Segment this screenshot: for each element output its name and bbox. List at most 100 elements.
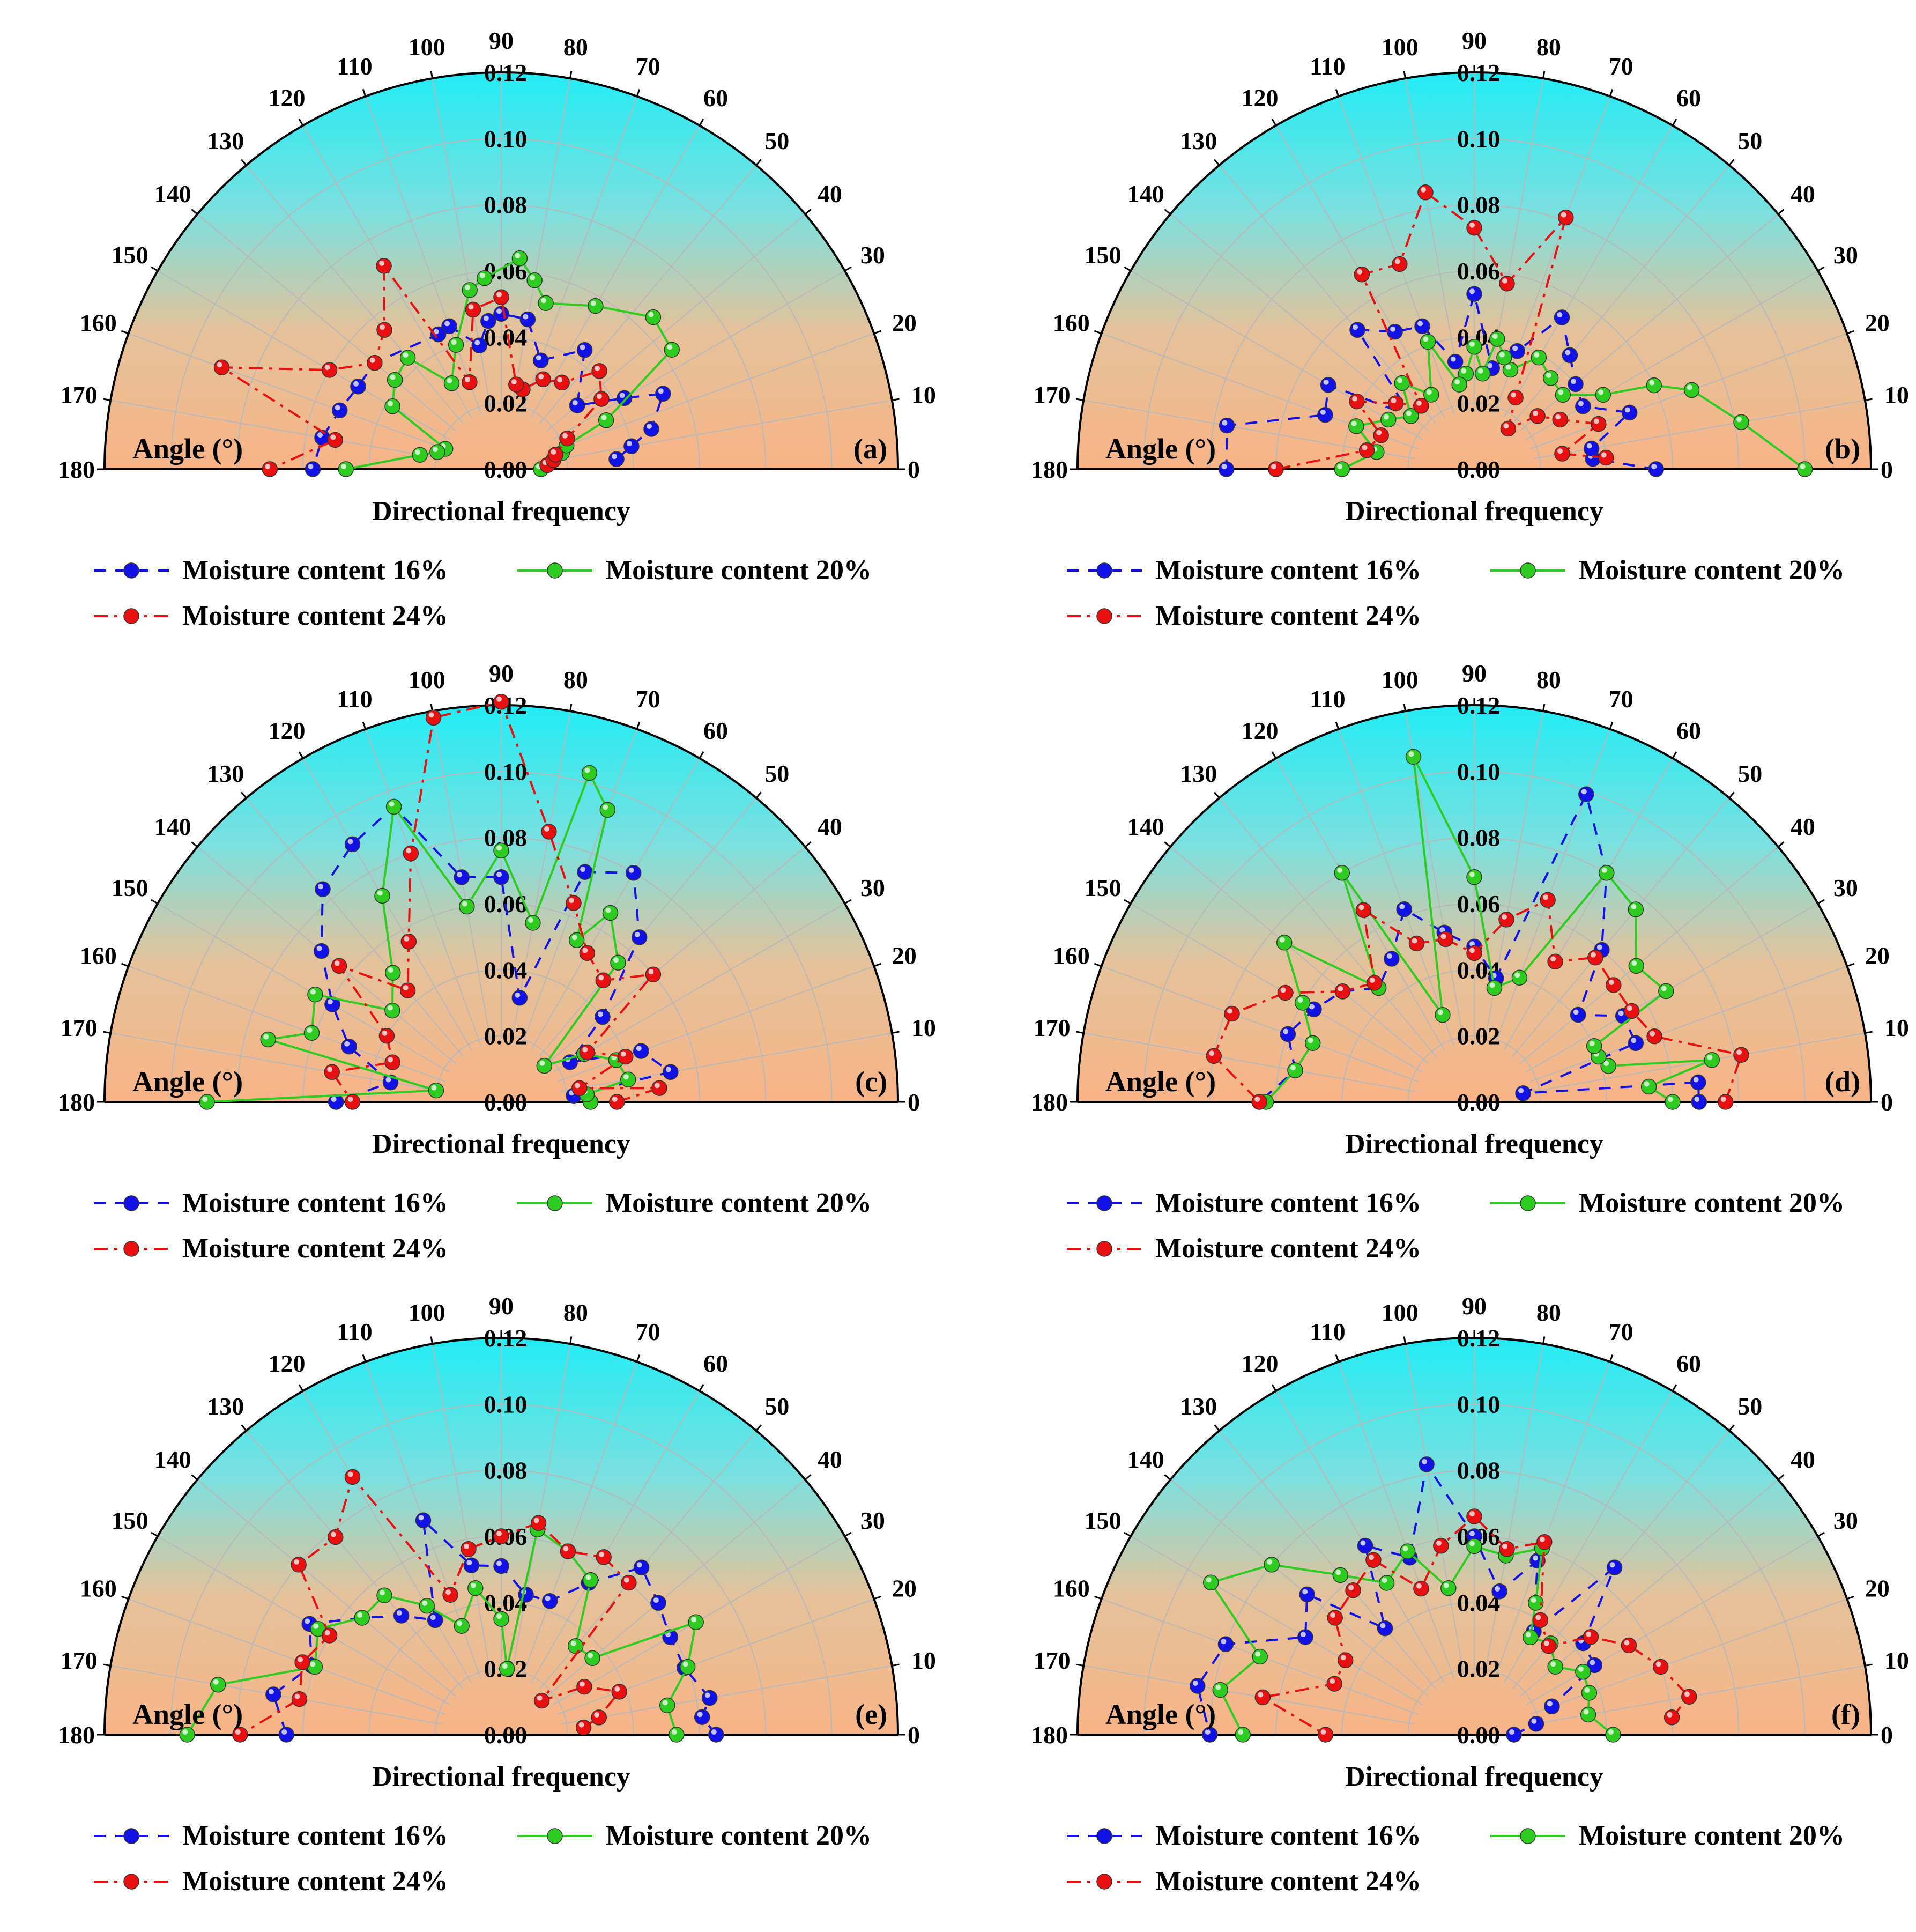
data-point-highlight: [479, 272, 485, 278]
angle-tick-label: 110: [1310, 685, 1345, 713]
angle-tick-label: 100: [409, 1299, 445, 1326]
grid-spoke: [560, 1665, 892, 1725]
grid-spoke: [511, 711, 571, 1043]
data-point-highlight: [1502, 914, 1507, 920]
data-point-highlight: [528, 917, 533, 923]
data-point-highlight: [380, 324, 385, 330]
grid-spoke: [246, 165, 464, 424]
data-point-highlight: [317, 432, 323, 438]
data-point-s24: [1413, 398, 1429, 414]
data-point-s16: [427, 1612, 443, 1628]
legend-marker-s20: [1520, 1828, 1536, 1844]
data-point-s16: [650, 1595, 666, 1611]
data-point-s20: [1658, 983, 1674, 1000]
data-point-highlight: [1555, 414, 1561, 420]
data-point-s20: [1595, 387, 1611, 403]
data-point-highlight: [1330, 1612, 1336, 1618]
data-point-s16: [493, 306, 509, 322]
data-point-s24: [1652, 1659, 1669, 1675]
data-point-highlight: [388, 401, 393, 406]
grid-spoke: [1170, 1479, 1429, 1697]
grid-spoke: [128, 1598, 446, 1715]
data-point-s24: [579, 945, 596, 961]
data-point-highlight: [327, 999, 333, 1005]
data-point-highlight: [1469, 288, 1475, 294]
data-point-s24: [1681, 1689, 1697, 1705]
data-point-highlight: [557, 377, 563, 383]
data-point-s24: [403, 845, 419, 862]
data-point-s16: [1690, 1074, 1706, 1091]
data-point-highlight: [447, 377, 452, 383]
grid-spoke: [1533, 1032, 1865, 1092]
panel-label: (e): [855, 1698, 887, 1730]
data-point-highlight: [614, 1686, 620, 1692]
data-point-s24: [1387, 395, 1404, 411]
angle-tick-mark: [1817, 266, 1825, 272]
data-point-s24: [1254, 1689, 1271, 1706]
data-point-highlight: [1267, 1559, 1273, 1565]
grid-spoke: [1083, 1032, 1416, 1092]
data-point-s20: [1294, 995, 1311, 1011]
data-point-highlight: [379, 260, 385, 266]
data-point-s24: [1540, 1638, 1557, 1654]
data-point-s24: [1591, 416, 1607, 432]
data-point-highlight: [648, 969, 654, 975]
angle-tick-mark: [1672, 1384, 1677, 1391]
data-point-highlight: [344, 1041, 350, 1047]
angle-tick-label: 150: [1085, 1507, 1122, 1534]
angle-tick-mark: [241, 159, 247, 166]
radial-tick-label: 0.06: [1457, 257, 1501, 285]
data-point-s20: [620, 1071, 636, 1087]
data-point-highlight: [598, 975, 604, 981]
data-point-highlight: [1222, 420, 1228, 426]
angle-tick-label: 30: [860, 874, 885, 901]
angle-tick-mark: [873, 963, 882, 967]
data-point-s16: [493, 1558, 509, 1574]
data-point-highlight: [496, 1531, 502, 1536]
angle-tick-label: 30: [860, 241, 885, 269]
legend-label-s24: Moisture content 24%: [182, 1866, 448, 1897]
data-point-highlight: [1439, 927, 1445, 933]
data-point-highlight: [1205, 1729, 1211, 1735]
angle-tick-label: 40: [1791, 180, 1815, 208]
data-point-s24: [1365, 1552, 1382, 1568]
data-point-highlight: [1335, 1570, 1341, 1575]
data-point-highlight: [1518, 1087, 1524, 1093]
data-point-s20: [610, 954, 626, 971]
data-point-highlight: [579, 1681, 585, 1687]
data-point-highlight: [202, 1097, 208, 1102]
angle-tick-label: 30: [1833, 874, 1858, 901]
angle-tick-label: 170: [1034, 1647, 1071, 1674]
angle-tick-label: 170: [1034, 381, 1071, 409]
angle-tick-label: 160: [80, 942, 117, 969]
grid-spoke: [530, 125, 700, 418]
angle-tick-label: 130: [1180, 127, 1217, 154]
data-point-highlight: [496, 308, 502, 314]
grid-spoke: [1338, 729, 1454, 1047]
data-point-highlight: [1255, 1651, 1261, 1657]
angle-tick-mark: [1777, 841, 1785, 848]
data-point-s20: [448, 337, 464, 353]
data-point-highlight: [457, 872, 463, 877]
data-point-s16: [463, 1557, 480, 1573]
data-point-highlight: [415, 449, 421, 455]
grid-spoke: [1219, 1430, 1437, 1690]
data-point-s24: [547, 447, 564, 463]
data-point-highlight: [1477, 368, 1483, 374]
data-point-s20: [1440, 1580, 1457, 1596]
data-point-highlight: [1422, 1459, 1428, 1464]
data-point-highlight: [1661, 986, 1667, 991]
angle-tick-label: 120: [1242, 1350, 1279, 1377]
data-point-s16: [341, 1038, 357, 1055]
data-point-highlight: [457, 1620, 463, 1626]
data-point-highlight: [1423, 336, 1429, 342]
angle-tick-mark: [844, 1531, 852, 1537]
radial-tick-label: 0.12: [1457, 692, 1501, 719]
data-point-highlight: [1644, 1081, 1650, 1087]
data-point-highlight: [474, 340, 480, 346]
data-point-highlight: [562, 433, 568, 439]
data-point-s16: [493, 869, 509, 885]
data-point-s24: [541, 824, 557, 840]
data-point-highlight: [588, 1653, 593, 1659]
data-point-s24: [344, 1094, 361, 1110]
